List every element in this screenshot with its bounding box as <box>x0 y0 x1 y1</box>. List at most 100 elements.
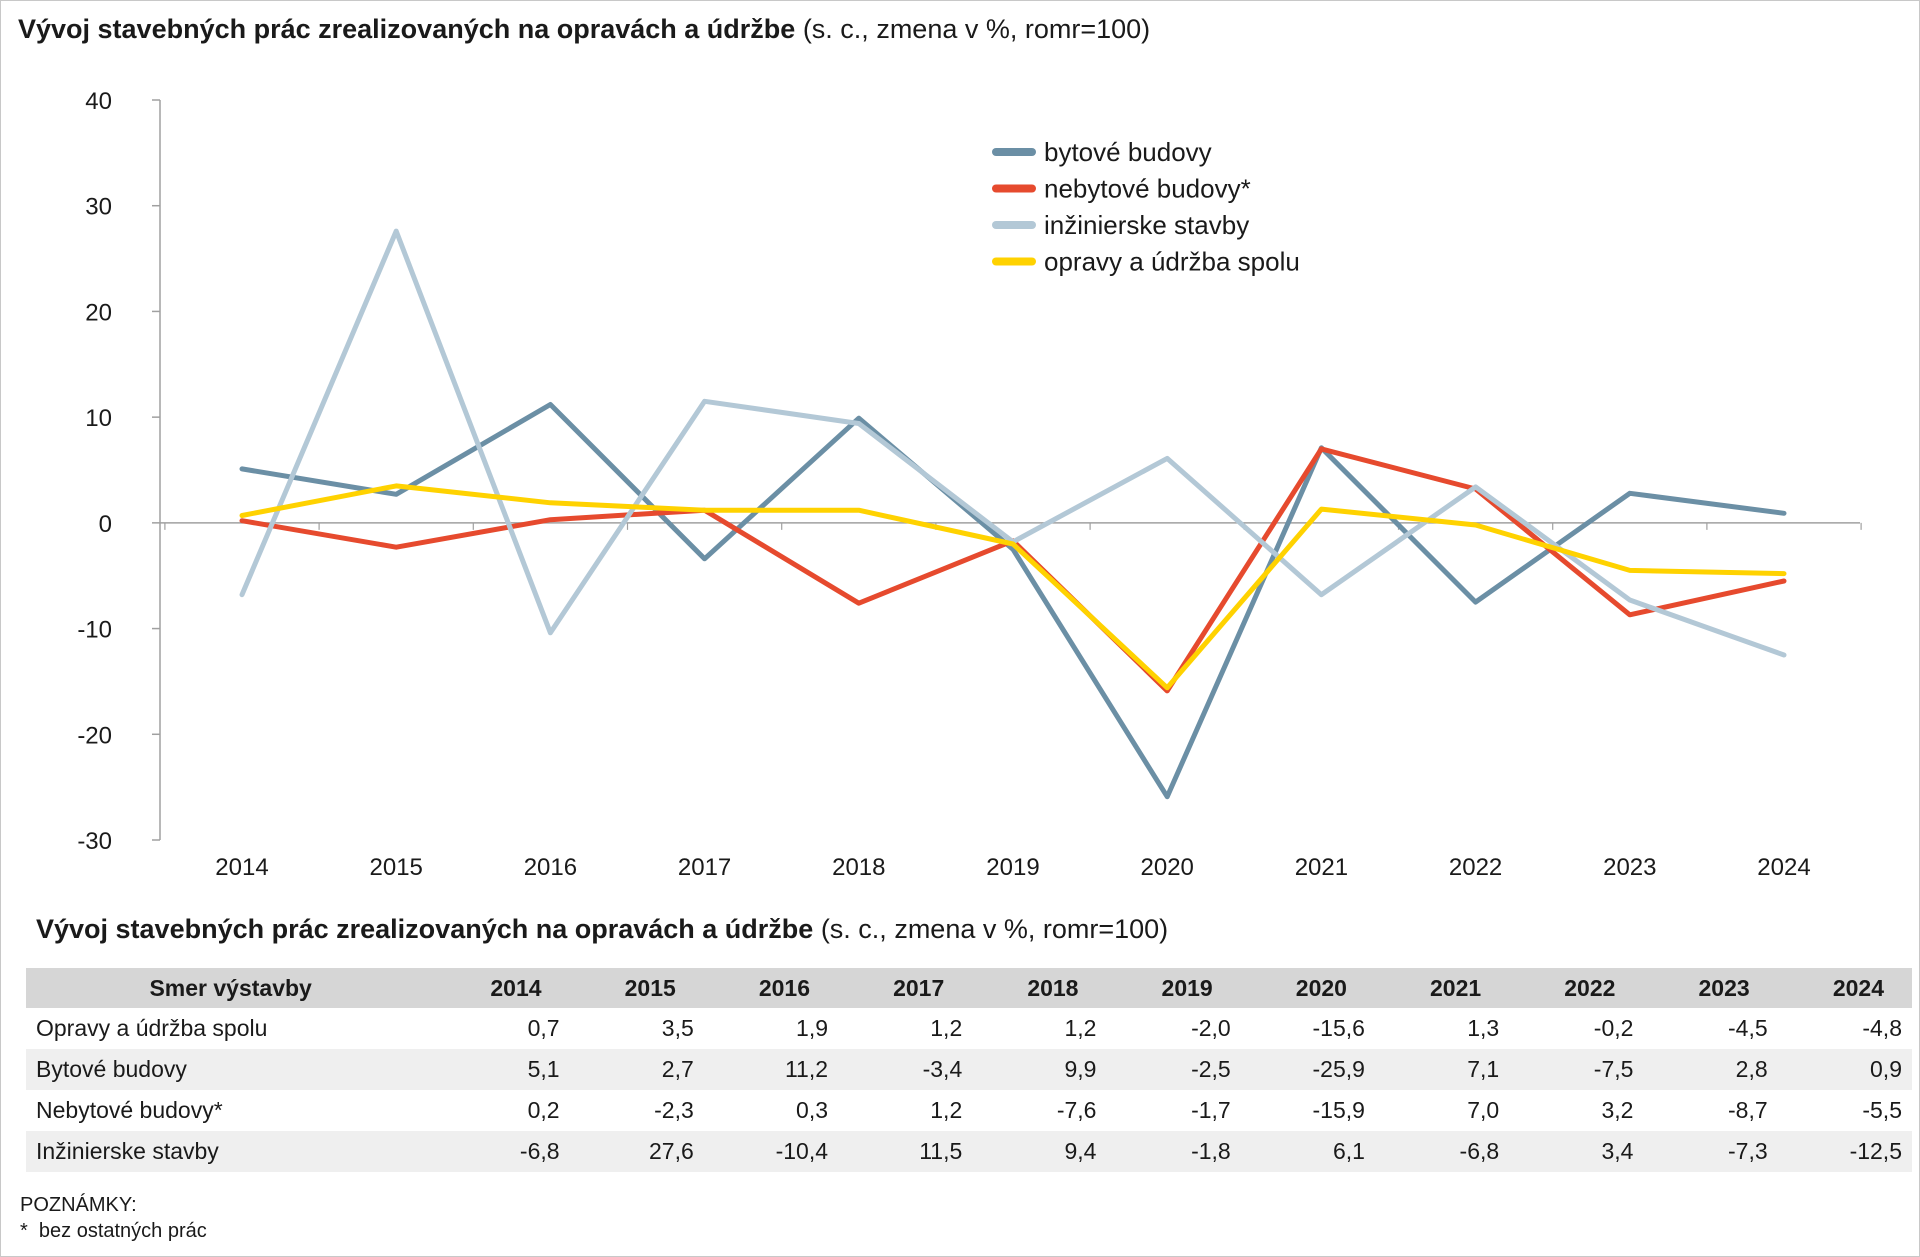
table-cell: -15,9 <box>1312 1097 1365 1123</box>
legend-label: bytové budovy <box>1044 137 1212 167</box>
x-tick-label: 2018 <box>832 854 885 880</box>
x-tick-label: 2023 <box>1603 854 1656 880</box>
table-row: Bytové budovy 5,1 2,7 11,2 -3,4 9,9 -2,5… <box>26 1049 1912 1090</box>
table-cell: 0,9 <box>1777 1049 1912 1090</box>
y-tick-label: 20 <box>85 299 112 326</box>
x-tick-label: 2024 <box>1757 854 1810 880</box>
y-tick-label: 30 <box>85 194 112 221</box>
table-header-cell: 2023 <box>1643 968 1778 1008</box>
table-row-label: Inžinierske stavby <box>26 1131 436 1172</box>
x-tick-label: 2015 <box>370 854 423 880</box>
table-cell: 1,2 <box>930 1097 963 1123</box>
table-header-cell: 2015 <box>569 968 704 1008</box>
table-cell: 0,7 <box>527 1015 560 1041</box>
table-cell: -6,8 <box>435 1131 570 1172</box>
table-cell: -4,5 <box>1728 1015 1768 1041</box>
table-cell: 2,7 <box>569 1049 704 1090</box>
table-title: Vývoj stavebných prác zrealizovaných na … <box>36 914 1168 945</box>
data-table: Smer výstavby 2014 2015 2016 2017 2018 2… <box>26 968 1912 1172</box>
notes-heading: POZNÁMKY: <box>20 1194 137 1216</box>
table-cell: 0,3 <box>796 1097 829 1123</box>
table-cell: -8,7 <box>1728 1097 1768 1123</box>
table-header-cell: 2021 <box>1374 968 1510 1008</box>
table-cell: -1,7 <box>1191 1097 1231 1123</box>
table-header-cell: 2022 <box>1509 968 1644 1008</box>
table-cell: 3,4 <box>1509 1131 1644 1172</box>
table-cell: -1,8 <box>1106 1131 1241 1172</box>
series-line <box>239 402 1787 800</box>
table-cell: 3,2 <box>1601 1097 1634 1123</box>
table-title-main: Vývoj stavebných prác zrealizovaných na … <box>36 914 814 944</box>
note-item: * bez ostatných prác <box>20 1220 207 1242</box>
table-cell: -2,3 <box>654 1097 694 1123</box>
table-cell: 9,4 <box>972 1131 1107 1172</box>
table-cell: -25,9 <box>1240 1049 1375 1090</box>
table-row-label: Opravy a údržba spolu <box>36 1015 268 1041</box>
table-header-cell: 2018 <box>972 968 1107 1008</box>
x-tick-label: 2017 <box>678 854 731 880</box>
table-cell: -10,4 <box>703 1131 839 1172</box>
line-chart: 40 30 20 10 0 -10 -20 -30 2014 2015 2016 2017 2018 20… <box>77 88 1862 880</box>
x-tick-label: 2020 <box>1141 854 1194 880</box>
table-cell: -2,0 <box>1191 1015 1231 1041</box>
series-line <box>239 228 1787 658</box>
table-row: Nebytové budovy* 0,2 -2,3 0,3 1,2 -7,6 -… <box>26 1090 1912 1131</box>
table-cell: 1,3 <box>1467 1015 1500 1041</box>
table-row-label: Bytové budovy <box>26 1049 436 1090</box>
y-tick-label: 0 <box>99 511 112 538</box>
table-cell: 3,5 <box>661 1015 694 1041</box>
legend-label: opravy a údržba spolu <box>1044 247 1300 277</box>
table-cell: 11,5 <box>838 1131 973 1172</box>
x-tick-label: 2021 <box>1295 854 1348 880</box>
table-cell: -5,5 <box>1862 1097 1902 1123</box>
y-tick-label: -20 <box>77 722 112 749</box>
series-line <box>239 446 1787 694</box>
table-cell: -7,5 <box>1509 1049 1644 1090</box>
table-cell: -0,2 <box>1593 1015 1634 1041</box>
table-title-units: (s. c., zmena v %, romr=100) <box>813 914 1169 944</box>
y-tick-label: 40 <box>85 88 112 115</box>
table-cell: -7,6 <box>1056 1097 1097 1123</box>
table-header-cell: 2024 <box>1777 968 1912 1008</box>
legend-label: nebytové budovy* <box>1044 174 1251 204</box>
table-header-row: Smer výstavby 2014 2015 2016 2017 2018 2… <box>26 968 1912 1008</box>
chart-title-main: Vývoj stavebných prác zrealizovaných na … <box>18 14 796 44</box>
y-tick-label: -30 <box>77 828 112 855</box>
table-header-cell: 2014 <box>435 968 570 1008</box>
table-cell: 9,9 <box>972 1049 1107 1090</box>
table-cell: 0,2 <box>527 1097 560 1123</box>
table-cell: 7,1 <box>1374 1049 1510 1090</box>
table-cell: -4,8 <box>1862 1015 1902 1041</box>
table-header-cell: 2019 <box>1106 968 1241 1008</box>
table-header-cell: 2017 <box>838 968 973 1008</box>
table-cell: 27,6 <box>569 1131 704 1172</box>
table-row: Inžinierske stavby -6,8 27,6 -10,4 11,5 … <box>26 1131 1912 1172</box>
table-cell: -12,5 <box>1777 1131 1912 1172</box>
x-tick-label: 2016 <box>524 854 577 880</box>
table-cell: 1,2 <box>930 1015 963 1041</box>
table-cell: -2,5 <box>1106 1049 1241 1090</box>
table-cell: 11,2 <box>703 1049 839 1090</box>
table-header-cell: 2016 <box>703 968 839 1008</box>
x-tick-label: 2022 <box>1449 854 1502 880</box>
chart-title: Vývoj stavebných prác zrealizovaných na … <box>18 14 1150 45</box>
table-header-cell: Smer výstavby <box>26 968 436 1008</box>
table-cell: 7,0 <box>1467 1097 1500 1123</box>
x-tick-label: 2019 <box>986 854 1039 880</box>
table-row: Opravy a údržba spolu 0,7 3,5 1,9 1,2 1,… <box>26 1008 1912 1049</box>
table-cell: 5,1 <box>435 1049 570 1090</box>
notes: POZNÁMKY: * bez ostatných prác <box>20 1192 207 1244</box>
legend-label: inžinierske stavby <box>1044 210 1249 240</box>
y-tick-label: -10 <box>77 617 112 644</box>
table-header-cell: 2020 <box>1240 968 1375 1008</box>
table-cell: -15,6 <box>1312 1015 1365 1041</box>
table-cell: -3,4 <box>838 1049 973 1090</box>
table-cell: -7,3 <box>1643 1131 1778 1172</box>
table-cell: 2,8 <box>1643 1049 1778 1090</box>
series-line <box>239 483 1787 691</box>
table-cell: -6,8 <box>1374 1131 1510 1172</box>
table-row-label: Nebytové budovy* <box>36 1097 223 1123</box>
y-tick-label: 10 <box>85 405 112 432</box>
table-cell: 1,2 <box>1064 1015 1097 1041</box>
table-cell: 1,9 <box>796 1015 829 1041</box>
